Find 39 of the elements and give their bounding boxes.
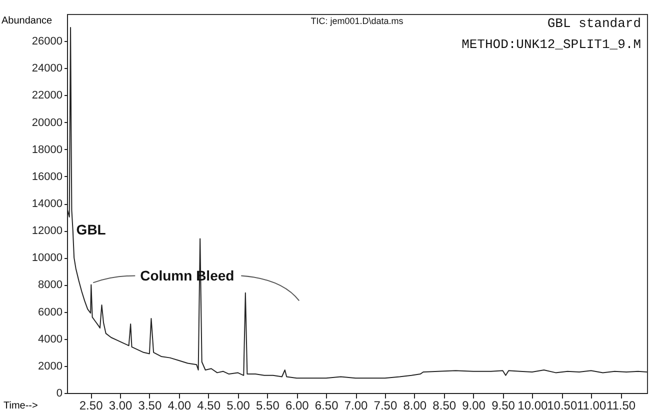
- x-tick-label: 3.00: [108, 398, 132, 411]
- y-tick-label: 6000: [38, 306, 62, 318]
- x-tick-label: 11.50: [606, 398, 636, 411]
- y-axis-title: Abundance: [2, 16, 53, 26]
- y-tick-label: 16000: [32, 170, 62, 183]
- x-tick-label: 11.00: [576, 398, 606, 411]
- x-tick-label: 5.50: [256, 398, 280, 411]
- y-tick-label: 18000: [32, 144, 62, 156]
- y-tick-label: 14000: [32, 198, 62, 210]
- x-tick-label: 2.50: [79, 398, 104, 411]
- x-tick-label: 7.00: [344, 398, 368, 411]
- x-tick-label: 5.00: [226, 398, 250, 411]
- annotation: METHOD:UNK12_SPLIT1_9.M: [462, 37, 641, 52]
- x-tick-label: 9.00: [462, 398, 486, 411]
- x-tick-label: 10.50: [547, 398, 578, 411]
- x-axis-title: Time-->: [4, 400, 38, 411]
- y-tick-label: 10000: [32, 252, 62, 264]
- chart-title: TIC: jem001.D\data.ms: [310, 16, 404, 26]
- x-tick-label: 10.00: [518, 398, 548, 411]
- x-tick-label: 8.00: [403, 398, 427, 411]
- y-tick-label: 0: [56, 388, 62, 400]
- x-tick-label: 8.50: [432, 398, 456, 411]
- x-tick-label: 4.50: [197, 398, 221, 411]
- annotation: GBL standard: [547, 16, 641, 31]
- x-tick-label: 6.50: [314, 398, 339, 411]
- y-tick-label: 4000: [38, 333, 62, 346]
- y-tick-label: 20000: [32, 116, 62, 129]
- x-tick-label: 9.50: [492, 398, 516, 411]
- y-tick-label: 12000: [32, 225, 62, 238]
- x-tick-label: 6.00: [285, 398, 310, 411]
- y-tick-label: 8000: [38, 279, 62, 292]
- y-tick-label: 22000: [32, 90, 62, 102]
- x-tick-label: 7.50: [374, 398, 398, 411]
- x-tick-label: 4.00: [168, 398, 192, 411]
- y-tick-label: 24000: [32, 62, 62, 75]
- x-tick-label: 3.50: [138, 398, 162, 411]
- annotation: GBL: [76, 222, 106, 238]
- y-tick-label: 2000: [38, 360, 62, 372]
- y-tick-label: 26000: [32, 36, 62, 48]
